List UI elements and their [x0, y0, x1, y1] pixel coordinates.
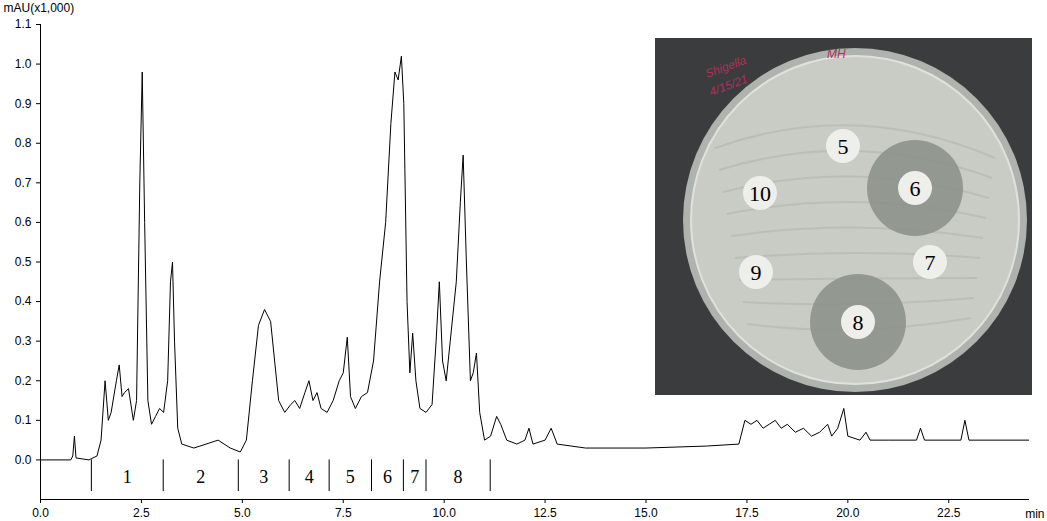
- svg-text:7: 7: [410, 467, 419, 487]
- svg-text:10.0: 10.0: [432, 506, 456, 520]
- svg-text:2: 2: [196, 467, 205, 487]
- svg-text:1.1: 1.1: [15, 17, 32, 31]
- svg-text:8: 8: [853, 310, 864, 335]
- svg-text:Shigella: Shigella: [703, 53, 749, 81]
- svg-text:3: 3: [259, 467, 268, 487]
- svg-text:0.2: 0.2: [15, 374, 32, 388]
- svg-text:12.5: 12.5: [533, 506, 557, 520]
- svg-text:0.0: 0.0: [32, 506, 49, 520]
- svg-text:0.8: 0.8: [15, 136, 32, 150]
- svg-text:mAU(x1,000): mAU(x1,000): [4, 1, 75, 15]
- svg-text:0.9: 0.9: [15, 97, 32, 111]
- svg-text:5: 5: [346, 467, 355, 487]
- svg-text:20.0: 20.0: [836, 506, 860, 520]
- svg-text:4/15/21: 4/15/21: [707, 72, 749, 99]
- svg-text:0.4: 0.4: [15, 294, 32, 308]
- svg-text:5: 5: [838, 134, 849, 159]
- svg-text:0.7: 0.7: [15, 176, 32, 190]
- svg-text:0.1: 0.1: [15, 413, 32, 427]
- svg-text:7: 7: [925, 250, 936, 275]
- svg-text:2.5: 2.5: [133, 506, 150, 520]
- svg-text:10: 10: [749, 181, 771, 206]
- svg-text:7.5: 7.5: [335, 506, 352, 520]
- svg-text:6: 6: [383, 467, 392, 487]
- svg-text:min: min: [1025, 507, 1044, 521]
- svg-text:4: 4: [305, 467, 314, 487]
- svg-text:1.0: 1.0: [15, 57, 32, 71]
- svg-text:8: 8: [454, 467, 463, 487]
- svg-text:5.0: 5.0: [234, 506, 251, 520]
- svg-text:1: 1: [123, 467, 132, 487]
- svg-text:15.0: 15.0: [634, 506, 658, 520]
- svg-text:0.3: 0.3: [15, 334, 32, 348]
- svg-text:6: 6: [910, 176, 921, 201]
- svg-text:0.0: 0.0: [15, 453, 32, 467]
- svg-text:22.5: 22.5: [937, 506, 961, 520]
- svg-text:MH: MH: [827, 47, 846, 61]
- svg-text:17.5: 17.5: [735, 506, 759, 520]
- svg-text:0.6: 0.6: [15, 215, 32, 229]
- svg-text:9: 9: [751, 260, 762, 285]
- svg-text:0.5: 0.5: [15, 255, 32, 269]
